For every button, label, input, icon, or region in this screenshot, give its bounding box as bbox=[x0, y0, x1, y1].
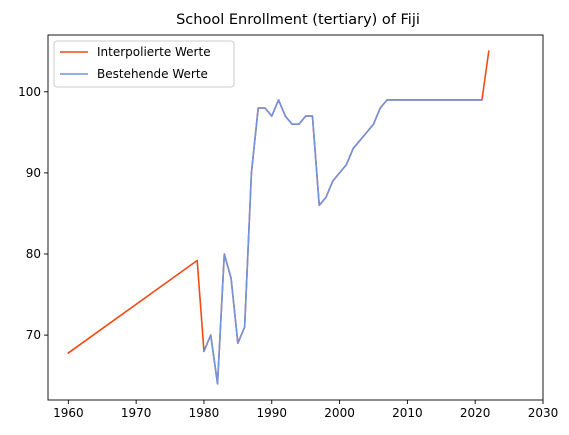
legend: Interpolierte Werte Bestehende Werte bbox=[53, 40, 235, 88]
x-tick-label: 1970 bbox=[121, 406, 152, 420]
legend-label-1: Interpolierte Werte bbox=[97, 45, 211, 59]
y-tick-label: 90 bbox=[26, 166, 41, 180]
x-tick-label: 2000 bbox=[324, 406, 355, 420]
plot-area bbox=[67, 50, 490, 385]
x-tick-label: 2030 bbox=[528, 406, 559, 420]
plot-frame bbox=[47, 34, 544, 401]
x-tick-label: 1960 bbox=[53, 406, 84, 420]
x-tick-label: 2020 bbox=[460, 406, 491, 420]
x-tick-label: 2010 bbox=[392, 406, 423, 420]
legend-box bbox=[53, 40, 235, 88]
series-line-2 bbox=[202, 99, 483, 385]
y-tick-label: 70 bbox=[26, 328, 41, 342]
legend-label-2: Bestehende Werte bbox=[97, 67, 208, 81]
chart-title: School Enrollment (tertiary) of Fiji bbox=[176, 12, 420, 28]
x-tick-label: 1980 bbox=[189, 406, 220, 420]
y-tick-label: 100 bbox=[18, 85, 41, 99]
axes: 1960 1970 1980 1990 2000 2010 2020 2030 70 80 90 10… bbox=[18, 34, 559, 420]
x-tick-label: 1990 bbox=[256, 406, 287, 420]
y-tick-label: 80 bbox=[26, 247, 41, 261]
